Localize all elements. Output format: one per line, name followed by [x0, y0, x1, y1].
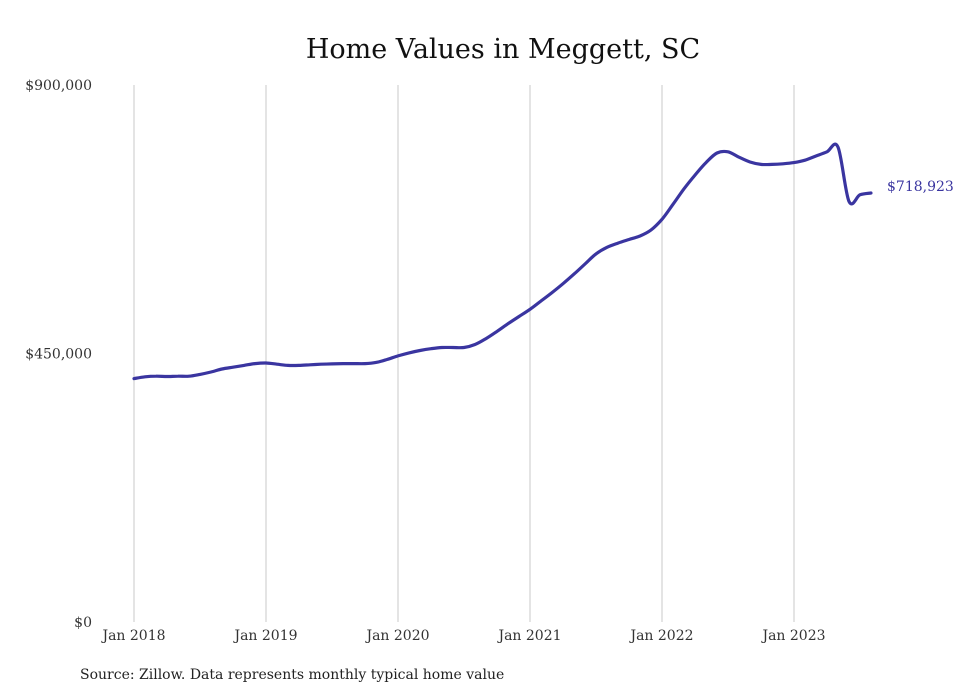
data-point-2019-11: [375, 361, 377, 363]
data-point-2021-05: [573, 273, 575, 275]
data-point-2021-03: [551, 291, 553, 293]
data-point-2021-06: [584, 263, 586, 265]
data-point-2021-01: [529, 308, 531, 310]
x-tick-label: Jan 2021: [496, 628, 561, 644]
data-point-2019-02: [276, 363, 278, 365]
data-point-2020-04: [430, 348, 432, 350]
x-tick-label: Jan 2019: [232, 628, 297, 644]
data-point-2020-08: [474, 343, 476, 345]
data-point-2020-02: [408, 352, 410, 354]
data-point-2020-09: [485, 337, 487, 339]
data-point-2019-03: [287, 364, 289, 366]
data-point-2018-07: [199, 373, 201, 375]
data-point-2023-01: [793, 161, 795, 163]
data-point-2020-05: [441, 346, 443, 348]
data-point-2021-11: [639, 235, 641, 237]
data-point-2021-08: [606, 246, 608, 248]
data-points: [133, 146, 872, 380]
chart-title: Home Values in Meggett, SC: [306, 34, 700, 65]
x-tick-label: Jan 2018: [100, 628, 165, 644]
data-point-2019-07: [331, 363, 333, 365]
data-point-2018-09: [221, 368, 223, 370]
y-tick-label: $0: [74, 615, 92, 631]
series-line: [132, 142, 873, 381]
data-point-2022-06: [716, 152, 718, 154]
y-tick-label: $450,000: [25, 347, 92, 363]
grid: [133, 85, 795, 622]
data-point-2021-07: [595, 253, 597, 255]
x-axis: Jan 2018 Jan 2019 Jan 2020 Jan 2021 Jan 2022…: [100, 628, 825, 644]
data-point-2022-01: [661, 218, 663, 220]
end-value-label: $718,923: [887, 179, 954, 195]
data-point-2019-10: [364, 362, 366, 364]
data-point-2019-06: [320, 363, 322, 365]
source-note: Source: Zillow. Data represents monthly …: [80, 667, 505, 683]
data-point-2020-10: [496, 330, 498, 332]
x-tick-label: Jan 2020: [364, 628, 429, 644]
y-axis: $0 $450,000 $900,000: [25, 78, 92, 631]
data-point-2018-06: [188, 375, 190, 377]
data-point-2023-08: [870, 192, 872, 194]
data-point-2020-01: [397, 355, 399, 357]
data-point-2023-02: [804, 159, 806, 161]
data-point-2023-05: [837, 146, 839, 148]
data-point-2022-07: [727, 151, 729, 153]
data-point-2020-07: [463, 346, 465, 348]
data-point-2018-11: [243, 364, 245, 366]
data-point-2019-08: [342, 362, 344, 364]
data-point-2021-09: [617, 242, 619, 244]
data-point-2018-08: [210, 371, 212, 373]
x-tick-label: Jan 2023: [760, 628, 825, 644]
data-point-2019-05: [309, 364, 311, 366]
data-point-2023-07: [859, 194, 861, 196]
data-point-2020-03: [419, 349, 421, 351]
data-point-2019-04: [298, 364, 300, 366]
data-point-2018-01: [133, 377, 135, 379]
data-point-2021-02: [540, 300, 542, 302]
data-point-2020-12: [518, 315, 520, 317]
data-point-2022-11: [771, 163, 773, 165]
data-point-2022-03: [683, 188, 685, 190]
data-point-2018-02: [144, 376, 146, 378]
data-point-2022-05: [705, 161, 707, 163]
data-point-2022-04: [694, 174, 696, 176]
data-point-2019-01: [265, 362, 267, 364]
data-point-2018-12: [254, 362, 256, 364]
data-point-2019-12: [386, 358, 388, 360]
data-point-2022-02: [672, 203, 674, 205]
data-point-2021-04: [562, 283, 564, 285]
data-point-2023-06: [848, 200, 850, 202]
data-point-2022-10: [760, 163, 762, 165]
x-tick-label: Jan 2022: [628, 628, 693, 644]
y-tick-label: $900,000: [25, 78, 92, 94]
data-point-2019-09: [353, 362, 355, 364]
data-point-2020-11: [507, 323, 509, 325]
data-point-2018-03: [155, 375, 157, 377]
data-point-2018-10: [232, 366, 234, 368]
data-point-2021-10: [628, 238, 630, 240]
data-point-2018-05: [177, 375, 179, 377]
data-point-2021-12: [650, 229, 652, 231]
data-point-2023-03: [815, 155, 817, 157]
data-point-2022-08: [738, 156, 740, 158]
data-point-2022-09: [749, 161, 751, 163]
data-point-2022-12: [782, 163, 784, 165]
data-point-2023-04: [826, 151, 828, 153]
data-point-2020-06: [452, 346, 454, 348]
data-point-2018-04: [166, 375, 168, 377]
